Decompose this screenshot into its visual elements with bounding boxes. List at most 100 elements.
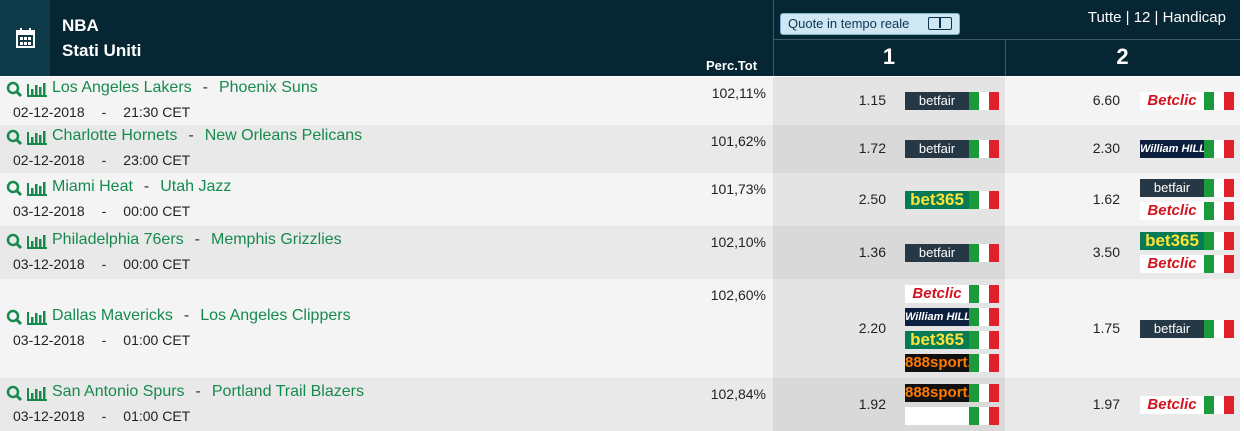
perc-tot: 102,84% <box>710 386 766 402</box>
match-date: 03-12-2018 <box>13 407 85 424</box>
match-date: 03-12-2018 <box>13 331 85 348</box>
bookmaker-logo[interactable]: William HILL <box>1140 140 1204 158</box>
italy-flag <box>969 308 999 326</box>
odd-value[interactable]: 2.20 <box>858 319 886 336</box>
separator: - <box>101 407 107 424</box>
separator: - <box>143 177 150 195</box>
odd-value[interactable]: 2.50 <box>858 190 886 207</box>
odd-value[interactable]: 3.50 <box>1092 243 1120 260</box>
perc-tot: 102,11% <box>711 85 766 101</box>
separator: - <box>101 202 107 219</box>
bookmaker-logo[interactable]: bet365 <box>905 331 969 349</box>
home-team[interactable]: Los Angeles Lakers <box>52 79 192 96</box>
home-team[interactable]: San Antonio Spurs <box>52 382 185 400</box>
match-row: San Antonio Spurs - Portland Trail Blazers… <box>0 378 1240 431</box>
home-team[interactable]: Charlotte Hornets <box>52 127 178 144</box>
match-row: Charlotte Hornets - New Orleans Pelicans 02… <box>0 125 1240 173</box>
odd-value[interactable]: 1.75 <box>1092 319 1120 336</box>
calendar-icon <box>16 28 35 48</box>
row-icons[interactable] <box>6 385 50 403</box>
italy-flag <box>969 354 999 372</box>
odd-value[interactable]: 1.97 <box>1092 395 1120 412</box>
perc-tot: 102,10% <box>710 234 766 250</box>
italy-flag <box>1204 319 1234 338</box>
match-time: 21:30 CET <box>123 104 191 120</box>
away-team[interactable]: Memphis Grizzlies <box>210 230 342 248</box>
away-team[interactable]: Phoenix Suns <box>218 79 318 96</box>
calendar-cell[interactable] <box>0 0 50 76</box>
bookmaker-logo[interactable]: betfair <box>905 243 969 262</box>
date-line: 02-12-2018-23:00 CET <box>13 152 190 168</box>
bookmaker-logo[interactable]: betfair <box>1140 179 1204 197</box>
bookmaker-logo[interactable]: William HILL <box>905 308 969 326</box>
italy-flag <box>969 140 999 158</box>
toggle-icon <box>928 17 952 30</box>
away-team[interactable]: Portland Trail Blazers <box>211 382 364 400</box>
bookmaker-logo[interactable]: bet365 <box>1140 232 1204 250</box>
bookmaker-logo[interactable]: Betclic <box>1140 92 1204 110</box>
perc-tot: 102,60% <box>710 287 766 303</box>
bookmaker-logo[interactable]: betfair <box>905 92 969 110</box>
italy-flag <box>969 384 999 402</box>
separator: - <box>101 152 107 168</box>
bookmaker-logo[interactable]: betfair <box>1140 319 1204 338</box>
match-date: 02-12-2018 <box>13 152 85 168</box>
separator: - <box>194 230 200 248</box>
away-team[interactable]: New Orleans Pelicans <box>204 127 363 144</box>
italy-flag <box>1204 179 1234 197</box>
home-team[interactable]: Dallas Mavericks <box>52 306 173 324</box>
separator: - <box>188 127 194 144</box>
divider <box>773 0 774 76</box>
odd-value[interactable]: 1.15 <box>858 92 886 108</box>
bookmaker-logo[interactable]: bet365 <box>905 190 969 209</box>
odd-value[interactable]: 1.72 <box>858 140 886 156</box>
teams-line: Dallas Mavericks - Los Angeles Clippers <box>52 307 351 325</box>
live-button[interactable]: Quote in tempo reale <box>780 13 960 35</box>
row-icons[interactable] <box>6 233 50 251</box>
italy-flag <box>1204 140 1234 158</box>
odd-value[interactable]: 1.36 <box>858 243 886 260</box>
perc-tot: 101,73% <box>710 181 766 197</box>
bookmaker-logo[interactable]: 888sport.it <box>905 354 969 372</box>
italy-flag <box>969 92 999 110</box>
home-team[interactable]: Philadelphia 76ers <box>52 230 184 248</box>
odd-value[interactable]: 1.92 <box>858 395 886 412</box>
teams-line: Miami Heat - Utah Jazz <box>52 178 231 196</box>
separator: - <box>202 79 208 96</box>
odd-value[interactable]: 1.62 <box>1092 190 1120 207</box>
live-button-label: Quote in tempo reale <box>788 16 910 31</box>
teams-line: Philadelphia 76ers - Memphis Grizzlies <box>52 231 342 249</box>
row-icons[interactable] <box>6 309 50 327</box>
bookmaker-logo[interactable]: Betclic <box>1140 202 1204 220</box>
bookmaker-logo[interactable]: Betclic <box>905 285 969 303</box>
filters[interactable]: Tutte | 12 | Handicap <box>1087 9 1226 26</box>
home-team[interactable]: Miami Heat <box>52 177 133 195</box>
italy-flag <box>969 285 999 303</box>
date-line: 03-12-2018-00:00 CET <box>13 203 190 219</box>
match-time: 01:00 CET <box>123 407 191 424</box>
bookmaker-logo[interactable]: betfair <box>905 140 969 158</box>
perc-tot: 101,62% <box>710 133 766 149</box>
row-icons[interactable] <box>6 129 50 147</box>
bookmaker-logo[interactable]: Betclic <box>1140 395 1204 414</box>
match-time: 00:00 CET <box>123 255 191 272</box>
bookmaker-logo[interactable]: Betclic <box>1140 255 1204 273</box>
odd-value[interactable]: 2.30 <box>1092 140 1120 156</box>
teams-line: San Antonio Spurs - Portland Trail Blazers <box>52 383 364 401</box>
date-line: 02-12-2018-21:30 CET <box>13 104 190 120</box>
italy-flag <box>1204 92 1234 110</box>
perc-label: Perc.Tot <box>706 58 758 73</box>
bookmaker-logo[interactable]: unibet <box>905 407 969 425</box>
row-icons[interactable] <box>6 180 50 198</box>
row-icons[interactable] <box>6 81 50 99</box>
away-team[interactable]: Los Angeles Clippers <box>200 306 351 324</box>
odd-value[interactable]: 6.60 <box>1092 92 1120 108</box>
italy-flag <box>1204 202 1234 220</box>
bookmaker-logo[interactable]: 888sport.it <box>905 384 969 402</box>
match-time: 01:00 CET <box>123 331 191 348</box>
separator: - <box>101 331 107 348</box>
away-team[interactable]: Utah Jazz <box>160 177 232 195</box>
league: NBA <box>62 16 99 35</box>
italy-flag <box>969 331 999 349</box>
match-row: Los Angeles Lakers - Phoenix Suns 02-12-201… <box>0 77 1240 125</box>
